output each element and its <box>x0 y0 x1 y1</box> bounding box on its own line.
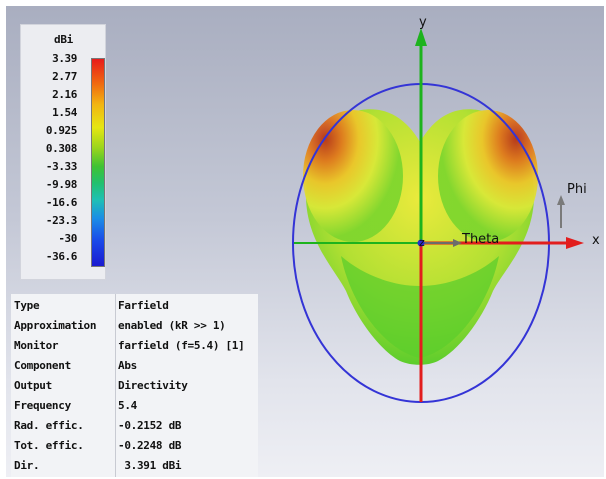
info-row-monitor: Monitor farfield (f=5.4) [1] <box>11 336 258 356</box>
legend-tick-label: -36.6 <box>45 250 78 263</box>
info-value: farfield (f=5.4) [1] <box>118 339 245 352</box>
color-scale-bar <box>91 58 105 267</box>
info-label: Component <box>14 359 71 372</box>
farfield-info-panel: Type Farfield Approximation enabled (kR … <box>11 294 258 477</box>
info-row-approximation: Approximation enabled (kR >> 1) <box>11 316 258 336</box>
phi-arrow-head <box>557 195 565 205</box>
z-axis-label: z <box>419 236 425 249</box>
info-value: Farfield <box>118 299 169 312</box>
info-label: Frequency <box>14 399 71 412</box>
info-value: 5.4 <box>118 399 137 412</box>
info-label: Dir. <box>14 459 40 472</box>
info-label: Rad. effic. <box>14 419 84 432</box>
info-value: -0.2248 dB <box>118 439 182 452</box>
info-row-tot-effic: Tot. effic. -0.2248 dB <box>11 436 258 456</box>
info-label: Output <box>14 379 52 392</box>
legend-tick-label: 0.308 <box>45 142 78 155</box>
legend-tick-label: -23.3 <box>45 214 78 227</box>
info-label: Approximation <box>14 319 97 332</box>
info-label: Monitor <box>14 339 59 352</box>
info-value: enabled (kR >> 1) <box>118 319 226 332</box>
phi-label: Phi <box>567 182 587 197</box>
y-axis-label: y <box>419 15 427 30</box>
legend-unit-label: dBi <box>54 33 73 46</box>
farfield-plot[interactable]: y x z Theta Phi <box>6 6 604 477</box>
info-value: 3.391 dBi <box>118 459 182 472</box>
theta-label: Theta <box>461 232 499 247</box>
info-row-output: Output Directivity <box>11 376 258 396</box>
info-value: -0.2152 dB <box>118 419 182 432</box>
legend-tick-label: 2.16 <box>52 88 77 101</box>
legend-tick-label: -9.98 <box>45 178 78 191</box>
info-row-dir: Dir. 3.391 dBi <box>11 456 258 476</box>
origin-marker <box>417 239 425 247</box>
info-row-type: Type Farfield <box>11 296 258 316</box>
legend-tick-label: 0.925 <box>45 124 78 137</box>
x-axis-label: x <box>592 233 600 248</box>
left-lobe-hotspot <box>303 110 403 242</box>
info-value: Directivity <box>118 379 188 392</box>
theta-arrow-head <box>453 239 462 247</box>
legend-tick-label: -30 <box>58 232 77 245</box>
info-row-rad-effic: Rad. effic. -0.2152 dB <box>11 416 258 436</box>
color-scale-legend: dBi 3.39 2.77 2.16 1.54 0.925 0.308 -3.3… <box>20 24 106 280</box>
info-label: Tot. effic. <box>14 439 84 452</box>
farfield-3d-viewport[interactable]: y x z Theta Phi dBi 3.39 2.77 2.16 1.54 … <box>6 6 604 477</box>
info-column-divider <box>115 294 116 477</box>
x-axis-arrow <box>566 237 584 249</box>
info-row-frequency: Frequency 5.4 <box>11 396 258 416</box>
legend-tick-label: 2.77 <box>52 70 77 83</box>
info-value: Abs <box>118 359 137 372</box>
right-lobe-hotspot <box>438 110 538 242</box>
legend-tick-label: 1.54 <box>52 106 77 119</box>
legend-tick-label: -16.6 <box>45 196 78 209</box>
legend-tick-label: 3.39 <box>52 52 77 65</box>
legend-tick-label: -3.33 <box>45 160 78 173</box>
y-axis-arrow <box>415 28 427 46</box>
info-label: Type <box>14 299 40 312</box>
info-row-component: Component Abs <box>11 356 258 376</box>
